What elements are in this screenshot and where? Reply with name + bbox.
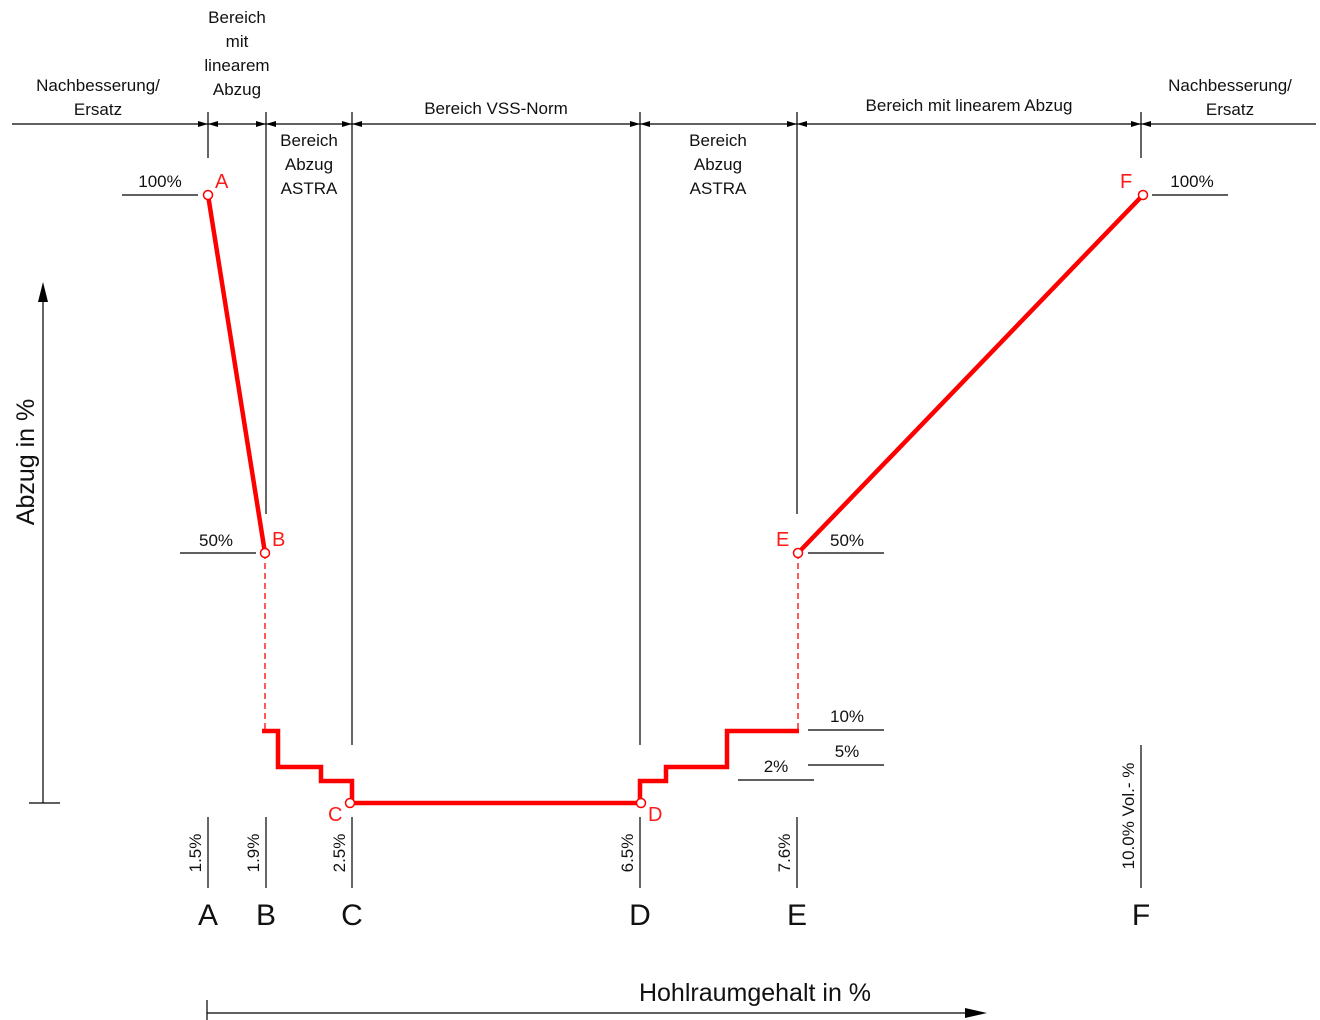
point-e-label: E	[776, 529, 789, 551]
void-value-ticks: 1.5% 1.9% 2.5% 6.5% 7.6% 10.0% Vol.- %	[186, 745, 1142, 888]
segment-e-f	[796, 193, 1145, 555]
label-b-50: 50%	[199, 531, 233, 550]
x-axis-label: Hohlraumgehalt in %	[639, 979, 871, 1007]
bottom-letter-a: A	[198, 899, 218, 932]
label-e-50: 50%	[830, 531, 864, 550]
label-e-10: 10%	[830, 707, 864, 726]
y-axis	[29, 282, 60, 804]
bottom-letter-e: E	[787, 899, 807, 932]
point-e-marker	[792, 547, 804, 559]
point-c-marker	[344, 797, 356, 809]
zone-label-right-astra: Bereich Abzug ASTRA	[689, 131, 747, 198]
label-e-2: 2%	[764, 757, 789, 776]
void-b: 1.9%	[244, 834, 263, 873]
zone-divider	[12, 112, 1316, 158]
void-a: 1.5%	[186, 834, 205, 873]
point-b-marker	[259, 547, 271, 559]
bottom-letter-c: C	[341, 899, 363, 932]
zone-label-right-linear: Bereich mit linearem Abzug	[866, 96, 1073, 115]
zone-label-left-repair: Nachbesserung/Ersatz	[36, 76, 160, 119]
void-f: 10.0% Vol.- %	[1119, 763, 1138, 870]
x-axis	[206, 1000, 987, 1020]
label-f-100: 100%	[1170, 172, 1213, 191]
bottom-point-letters: A B C D E F	[198, 899, 1150, 932]
point-d-marker	[635, 797, 647, 809]
curve-points: A B C D E F	[202, 171, 1149, 826]
bottom-letter-b: B	[256, 899, 276, 932]
deduction-curve	[205, 193, 1145, 806]
label-a-100: 100%	[138, 172, 181, 191]
zone-boundaries	[265, 112, 798, 745]
zone-label-left-astra: Bereich Abzug ASTRA	[280, 131, 338, 198]
zone-label-vss: Bereich VSS-Norm	[424, 99, 568, 118]
y-axis-label: Abzug in %	[12, 399, 40, 525]
zone-label-left-linear: Bereich mit linearem Abzug	[204, 8, 269, 99]
void-d: 6.5%	[618, 834, 637, 873]
zone-label-right-repair: Nachbesserung/Ersatz	[1168, 76, 1292, 119]
point-a-marker	[202, 189, 214, 201]
point-c-label: C	[328, 804, 342, 826]
bottom-letter-f: F	[1132, 899, 1150, 932]
point-b-label: B	[272, 529, 285, 551]
segment-steps-right	[637, 728, 799, 803]
point-a-label: A	[215, 171, 229, 193]
point-f-marker	[1137, 189, 1149, 201]
label-e-5: 5%	[835, 742, 860, 761]
void-c: 2.5%	[330, 834, 349, 873]
point-f-label: F	[1120, 171, 1132, 193]
segment-steps-left	[262, 728, 355, 803]
bottom-letter-d: D	[629, 899, 651, 932]
void-e: 7.6%	[775, 834, 794, 873]
deduction-levels: 100% 50% 50% 100% 10% 5% 2%	[122, 172, 1228, 781]
segment-a-b	[205, 194, 268, 554]
point-d-label: D	[648, 804, 662, 826]
